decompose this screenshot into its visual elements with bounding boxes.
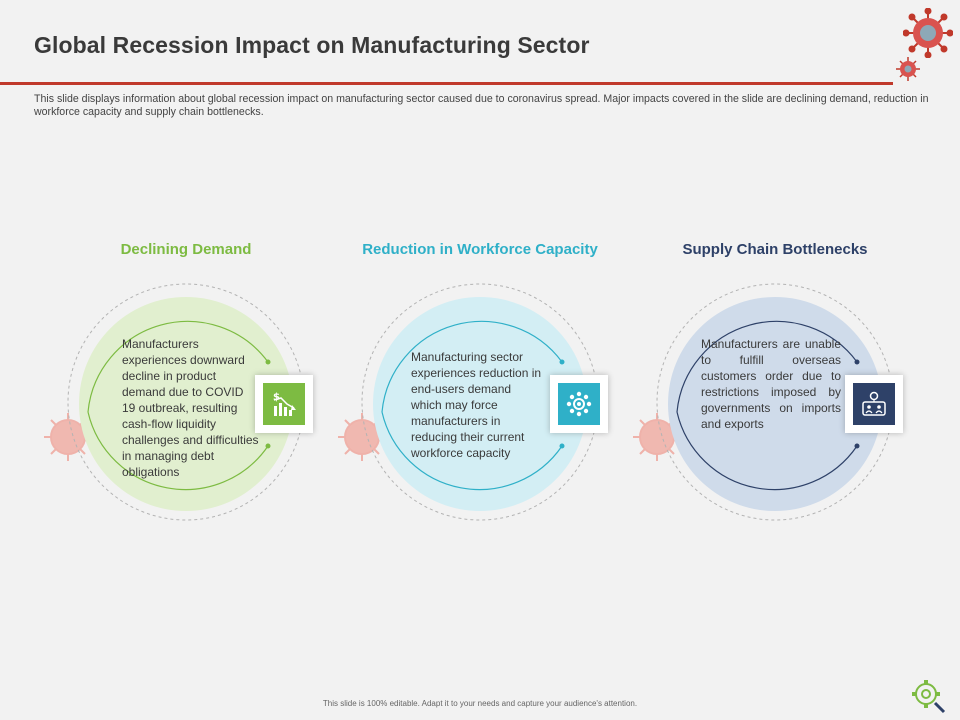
slide-title: Global Recession Impact on Manufacturing… bbox=[34, 32, 590, 58]
circle-decoration bbox=[44, 283, 305, 521]
workforce-gear-icon bbox=[558, 383, 600, 425]
heading-workforce-capacity: Reduction in Workforce Capacity bbox=[362, 241, 598, 258]
impact-text-declining-demand: Manufacturers experiences downward decli… bbox=[122, 337, 259, 479]
slide-footer: This slide is 100% editable. Adapt it to… bbox=[322, 699, 638, 708]
impact-card-declining-demand: Manufacturers experiences downward decli… bbox=[36, 282, 336, 522]
supply-network-icon bbox=[853, 383, 895, 425]
impact-card-workforce-capacity: Manufacturing sector experiences reducti… bbox=[330, 282, 630, 522]
icon-box-declining-demand: $ bbox=[255, 375, 313, 433]
svg-text:$: $ bbox=[273, 392, 280, 403]
heading-supply-chain: Supply Chain Bottlenecks bbox=[682, 241, 868, 258]
title-divider bbox=[0, 82, 893, 85]
coronavirus-icon bbox=[903, 8, 953, 58]
coronavirus-small-icon bbox=[896, 57, 920, 81]
icon-box-workforce-capacity bbox=[550, 375, 608, 433]
impact-text-supply-chain: Manufacturers are unable to fulfill over… bbox=[701, 337, 841, 431]
declining-chart-icon: $ bbox=[263, 383, 305, 425]
impact-text-workforce-capacity: Manufacturing sector experiences reducti… bbox=[411, 350, 542, 460]
icon-box-supply-chain bbox=[845, 375, 903, 433]
slide-description: This slide displays information about gl… bbox=[34, 93, 929, 118]
impact-card-supply-chain: Manufacturers are unable to fulfill over… bbox=[625, 282, 925, 522]
circle-decoration bbox=[338, 283, 599, 521]
search-gear-icon bbox=[912, 680, 946, 714]
heading-declining-demand: Declining Demand bbox=[120, 241, 252, 258]
